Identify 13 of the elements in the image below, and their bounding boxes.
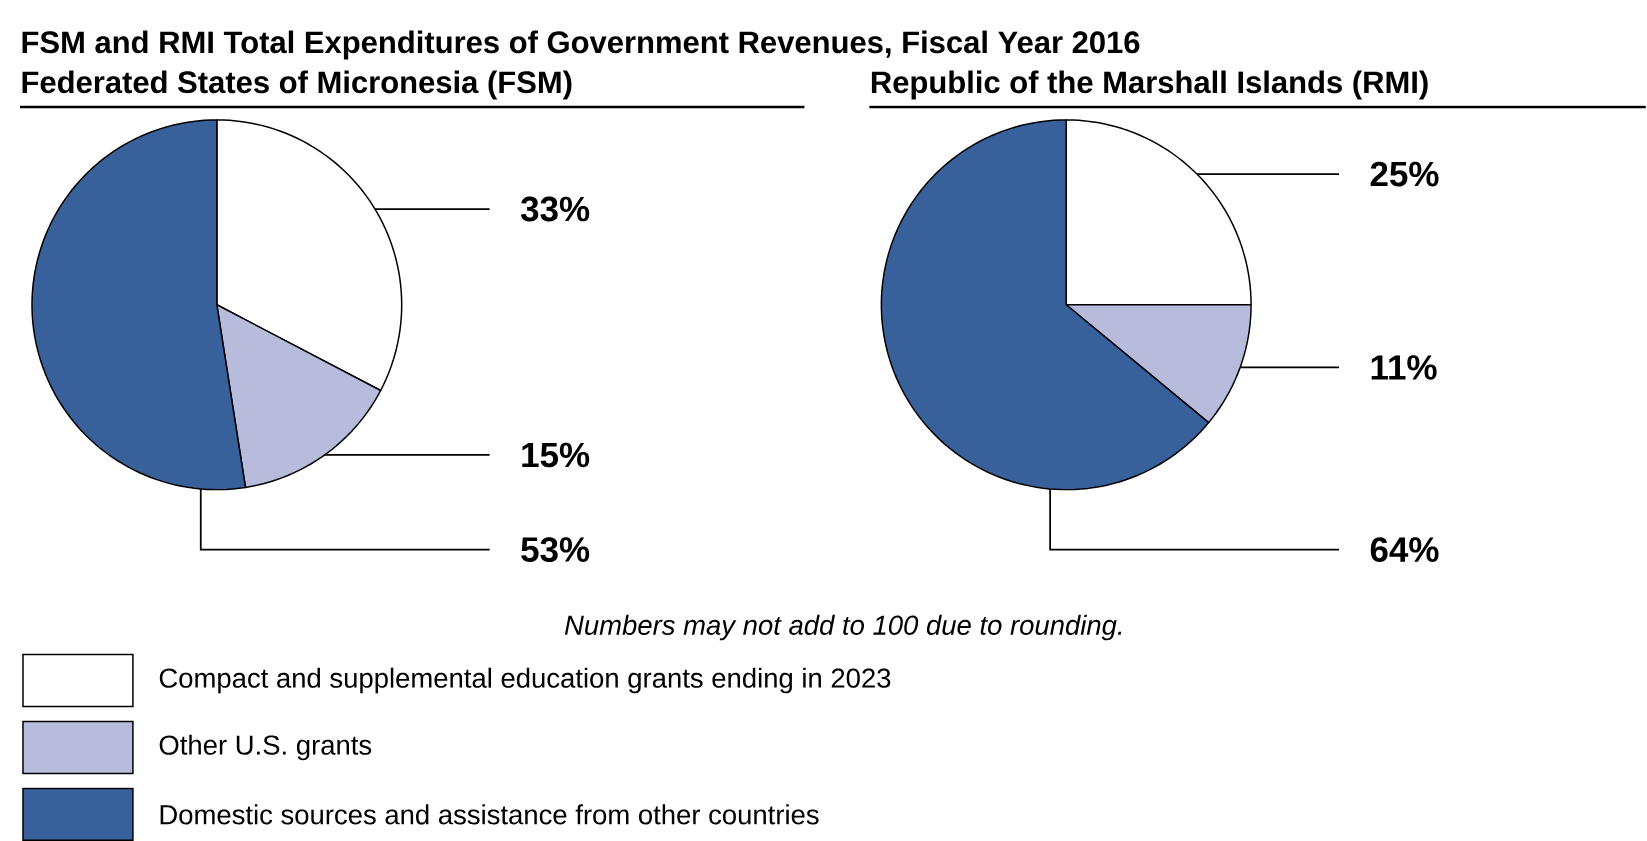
text: Numbers may not add to 100 due to rounding. bbox=[564, 614, 1122, 641]
chart-title: FSM and RMI Total Expenditures of Government Revenues, Fiscal Year 2016 bbox=[22, 30, 1140, 60]
legend-label: Compact and supplemental education grants ending in 2023 bbox=[159, 667, 891, 694]
data-label: 25% bbox=[1370, 161, 1439, 187]
legend-label: Other U.S. grants bbox=[159, 734, 372, 761]
chart-title: Republic of the Marshall Islands (RMI) bbox=[871, 70, 1428, 100]
data-label: 15% bbox=[522, 442, 590, 468]
legend-label: Domestic sources and assistance from other countries bbox=[160, 804, 819, 825]
data-label: 11% bbox=[1371, 355, 1437, 380]
data-label: 33% bbox=[520, 196, 590, 222]
data-label: 53% bbox=[521, 537, 590, 562]
chart-subtitle: Federated States of Micronesia (FSM) bbox=[22, 70, 572, 100]
data-label: 64% bbox=[1370, 537, 1439, 562]
